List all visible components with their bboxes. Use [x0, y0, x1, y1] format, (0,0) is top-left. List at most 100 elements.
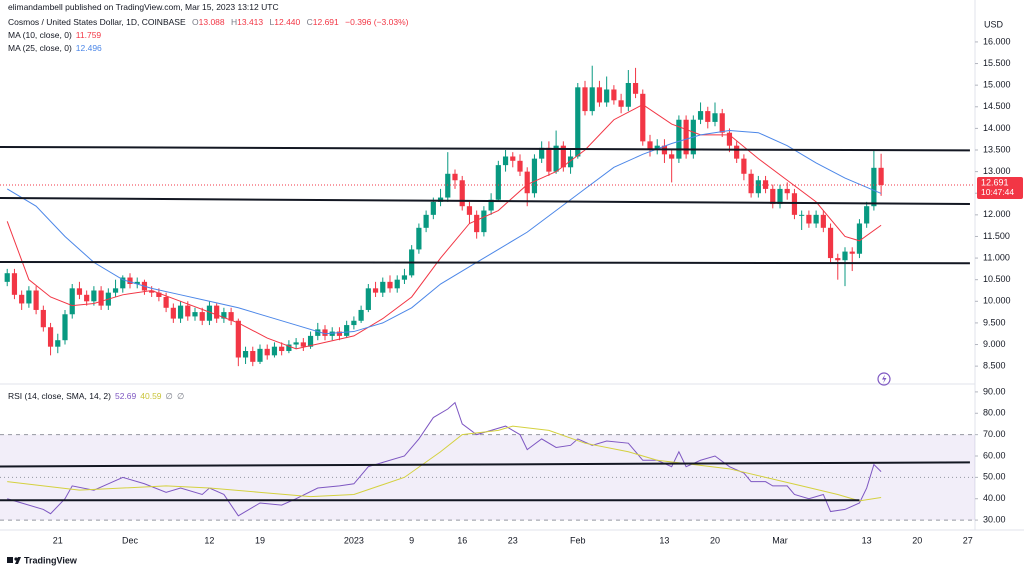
candle-body	[358, 309, 364, 321]
y-tick-label: 30.00	[983, 514, 1006, 524]
rsi-placeholder: ∅	[176, 391, 185, 401]
ohlc-low: L12.440	[270, 17, 301, 27]
candle-body	[264, 348, 270, 356]
candle-body	[11, 273, 18, 295]
x-tick-label: 16	[457, 535, 467, 545]
candle-body	[488, 199, 494, 211]
candle-body	[127, 277, 133, 285]
candle-body	[19, 294, 25, 304]
candle-body	[365, 288, 371, 310]
candle-body	[199, 312, 205, 321]
candle-body	[185, 305, 191, 317]
candle-body	[33, 290, 39, 310]
candle-body	[697, 111, 704, 120]
candle-body	[705, 111, 711, 122]
candle-body	[134, 281, 140, 285]
symbol-legend: Cosmos / United States Dollar, 1D, COINB…	[8, 17, 412, 28]
last-price-box	[977, 176, 1023, 199]
candle-body	[380, 281, 386, 293]
y-tick-label: 14.500	[983, 101, 1011, 111]
candle-body	[589, 87, 595, 112]
candle-body	[279, 346, 285, 352]
candle-body	[271, 346, 278, 356]
alert-circle[interactable]	[877, 372, 891, 386]
series-line	[6, 104, 882, 350]
candle-body	[315, 329, 321, 336]
candle-body	[55, 340, 61, 347]
candle-body	[235, 320, 241, 358]
y-tick-label: 11.500	[983, 231, 1010, 241]
candle-body	[112, 288, 119, 293]
series-line	[7, 401, 882, 517]
y-tick-label: 10.000	[983, 296, 1011, 306]
ohlc-high: H13.413	[231, 17, 263, 27]
rsi-name: RSI (14, close, SMA, 14, 2)	[8, 391, 111, 401]
candle-body	[416, 227, 422, 250]
candle-body	[474, 214, 480, 233]
x-tick-label: 9	[409, 535, 414, 545]
rsi-value: 52.69	[114, 391, 137, 401]
x-tick-label: 13	[659, 535, 669, 545]
ma10-value: 11.759	[75, 30, 102, 40]
symbol-title: Cosmos / United States Dollar, 1D, COINB…	[8, 17, 186, 27]
countdown-label: 10:47:44	[981, 187, 1014, 197]
logo-slash	[15, 557, 21, 564]
candle-body	[546, 147, 552, 172]
alert-icon[interactable]	[877, 372, 891, 386]
candle-body	[669, 154, 675, 159]
y-tick-label: 13.500	[983, 144, 1011, 154]
candle-body	[40, 309, 46, 328]
ohlc-close: C12.691	[307, 17, 339, 27]
candle-body	[423, 214, 429, 228]
alert-bolt[interactable]	[882, 374, 887, 384]
candle-body	[344, 325, 350, 336]
rsi-legend: RSI (14, close, SMA, 14, 2) 52.69 40.59 ∅ ∅	[8, 391, 188, 402]
candle-body	[495, 165, 501, 200]
candle-body	[307, 335, 314, 347]
candle-body	[206, 305, 213, 321]
candle-body	[806, 214, 812, 224]
candle-body	[654, 145, 660, 151]
series-line	[7, 425, 882, 502]
candle-body	[192, 312, 198, 317]
x-tick-label: 21	[53, 535, 63, 545]
candle-body	[777, 188, 783, 205]
candle-body	[517, 160, 523, 172]
candle-body	[336, 331, 343, 336]
candle-body	[257, 348, 263, 362]
candle-body	[221, 312, 227, 319]
price-change: −0.396 (−3.03%)	[345, 17, 409, 27]
candle-body	[26, 290, 32, 304]
x-tick-label: 20	[710, 535, 720, 545]
candle-body	[567, 156, 574, 168]
trend-line	[0, 196, 970, 206]
candle-body	[712, 113, 718, 122]
y-tick-label: 11.000	[983, 252, 1010, 262]
candle-body	[459, 180, 465, 207]
rsi-placeholder: ∅	[165, 391, 173, 401]
y-tick-label: 14.000	[983, 123, 1011, 133]
candle-body	[149, 290, 155, 293]
candle-body	[539, 147, 545, 159]
candle-body	[719, 113, 725, 133]
candle-body	[120, 277, 126, 289]
trend-line	[0, 260, 970, 265]
ohlc-key: L	[269, 17, 275, 27]
candle-body	[813, 214, 819, 224]
candle-body	[300, 342, 306, 347]
candle-body	[820, 214, 826, 228]
candle-body	[618, 100, 624, 107]
candle-body	[387, 281, 393, 289]
candle-body	[394, 279, 400, 289]
candle-body	[871, 167, 877, 207]
y-tick-label: 9.000	[983, 339, 1006, 349]
candle-body	[856, 223, 863, 254]
candle-body	[481, 210, 487, 233]
ohlc-value: 13.413	[237, 17, 264, 27]
last-price-label: 12.691	[981, 177, 1009, 187]
y-tick-label: 40.00	[983, 493, 1006, 503]
candle-body	[47, 327, 54, 347]
